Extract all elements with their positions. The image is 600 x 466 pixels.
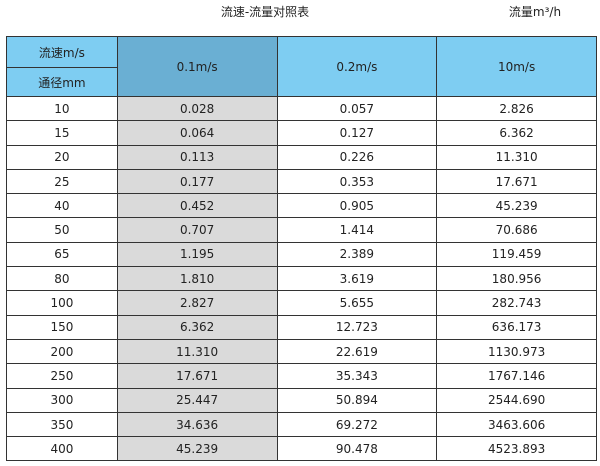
flow-cell: 5.655 bbox=[276, 290, 438, 316]
table-row: 400 45.239 90.478 4523.893 bbox=[6, 436, 597, 462]
flow-cell: 50.894 bbox=[276, 387, 438, 413]
diameter-cell: 80 bbox=[6, 266, 118, 292]
table-row: 50 0.707 1.414 70.686 bbox=[6, 217, 597, 243]
flow-cell: 2.827 bbox=[116, 290, 278, 316]
flow-cell: 2.389 bbox=[276, 241, 438, 268]
flow-cell: 2.826 bbox=[436, 95, 597, 122]
header-row: 流速m/s 0.1m/s 0.2m/s 10m/s bbox=[6, 36, 597, 97]
unit-label: 流量m³/h bbox=[508, 5, 562, 19]
flow-cell: 636.173 bbox=[436, 314, 597, 340]
table-row: 200 11.310 22.619 1130.973 bbox=[6, 338, 597, 365]
flow-cell: 11.310 bbox=[116, 338, 278, 365]
flow-cell: 35.343 bbox=[276, 363, 438, 389]
table-row: 25 0.177 0.353 17.671 bbox=[6, 168, 597, 195]
flow-cell: 0.064 bbox=[116, 120, 278, 146]
diameter-cell: 25 bbox=[6, 168, 118, 195]
flow-cell: 1130.973 bbox=[436, 338, 597, 365]
flow-cell: 3.619 bbox=[276, 266, 438, 292]
column-header: 0.2m/s bbox=[276, 36, 438, 97]
flow-cell: 0.452 bbox=[116, 193, 278, 219]
diameter-cell: 200 bbox=[6, 338, 118, 365]
table-row: 300 25.447 50.894 2544.690 bbox=[6, 387, 597, 413]
flow-cell: 1.195 bbox=[116, 241, 278, 268]
diameter-cell: 150 bbox=[6, 314, 118, 340]
table-row: 10 0.028 0.057 2.826 bbox=[6, 95, 597, 122]
diameter-cell: 300 bbox=[6, 387, 118, 413]
column-header: 0.1m/s bbox=[116, 36, 278, 97]
flow-cell: 70.686 bbox=[436, 217, 597, 243]
flow-cell: 90.478 bbox=[276, 436, 438, 462]
flow-cell: 3463.606 bbox=[436, 411, 597, 438]
diameter-cell: 20 bbox=[6, 144, 118, 170]
flow-cell: 17.671 bbox=[436, 168, 597, 195]
diameter-header: 通径mm bbox=[6, 67, 118, 97]
table-row: 40 0.452 0.905 45.239 bbox=[6, 193, 597, 219]
flow-cell: 282.743 bbox=[436, 290, 597, 316]
flow-cell: 1767.146 bbox=[436, 363, 597, 389]
flow-cell: 1.414 bbox=[276, 217, 438, 243]
flow-cell: 45.239 bbox=[116, 436, 278, 462]
speed-header: 流速m/s bbox=[6, 36, 118, 68]
table-row: 100 2.827 5.655 282.743 bbox=[6, 290, 597, 316]
flow-cell: 12.723 bbox=[276, 314, 438, 340]
table-row: 65 1.195 2.389 119.459 bbox=[6, 241, 597, 268]
table-row: 350 34.636 69.272 3463.606 bbox=[6, 411, 597, 438]
flow-cell: 0.226 bbox=[276, 144, 438, 170]
flow-cell: 0.127 bbox=[276, 120, 438, 146]
flow-cell: 45.239 bbox=[436, 193, 597, 219]
flow-cell: 0.905 bbox=[276, 193, 438, 219]
flow-table: 流速m/s 0.1m/s 0.2m/s 10m/s 通径mm 10 0.028 0.… bbox=[6, 36, 597, 462]
flow-cell: 0.057 bbox=[276, 95, 438, 122]
diameter-cell: 15 bbox=[6, 120, 118, 146]
table-row: 20 0.113 0.226 11.310 bbox=[6, 144, 597, 170]
flow-cell: 119.459 bbox=[436, 241, 597, 268]
table-row: 150 6.362 12.723 636.173 bbox=[6, 314, 597, 340]
flow-cell: 4523.893 bbox=[436, 436, 597, 462]
flow-cell: 0.707 bbox=[116, 217, 278, 243]
flow-cell: 17.671 bbox=[116, 363, 278, 389]
flow-cell: 69.272 bbox=[276, 411, 438, 438]
flow-cell: 6.362 bbox=[116, 314, 278, 340]
diameter-cell: 65 bbox=[6, 241, 118, 268]
header-row: 通径mm bbox=[6, 67, 597, 97]
table-row: 250 17.671 35.343 1767.146 bbox=[6, 363, 597, 389]
diameter-cell: 10 bbox=[6, 95, 118, 122]
diameter-cell: 50 bbox=[6, 217, 118, 243]
diameter-cell: 400 bbox=[6, 436, 118, 462]
flow-cell: 1.810 bbox=[116, 266, 278, 292]
flow-cell: 6.362 bbox=[436, 120, 597, 146]
diameter-cell: 250 bbox=[6, 363, 118, 389]
flow-cell: 0.113 bbox=[116, 144, 278, 170]
flow-cell: 11.310 bbox=[436, 144, 597, 170]
table-row: 80 1.810 3.619 180.956 bbox=[6, 266, 597, 292]
table-title: 流速-流量对照表 bbox=[220, 5, 310, 19]
flow-cell: 0.028 bbox=[116, 95, 278, 122]
flow-cell: 2544.690 bbox=[436, 387, 597, 413]
flow-cell: 34.636 bbox=[116, 411, 278, 438]
table-row: 15 0.064 0.127 6.362 bbox=[6, 120, 597, 146]
flow-cell: 25.447 bbox=[116, 387, 278, 413]
diameter-cell: 40 bbox=[6, 193, 118, 219]
diameter-cell: 350 bbox=[6, 411, 118, 438]
flow-cell: 180.956 bbox=[436, 266, 597, 292]
flow-cell: 0.177 bbox=[116, 168, 278, 195]
column-header: 10m/s bbox=[436, 36, 597, 97]
diameter-cell: 100 bbox=[6, 290, 118, 316]
flow-cell: 0.353 bbox=[276, 168, 438, 195]
flow-cell: 22.619 bbox=[276, 338, 438, 365]
